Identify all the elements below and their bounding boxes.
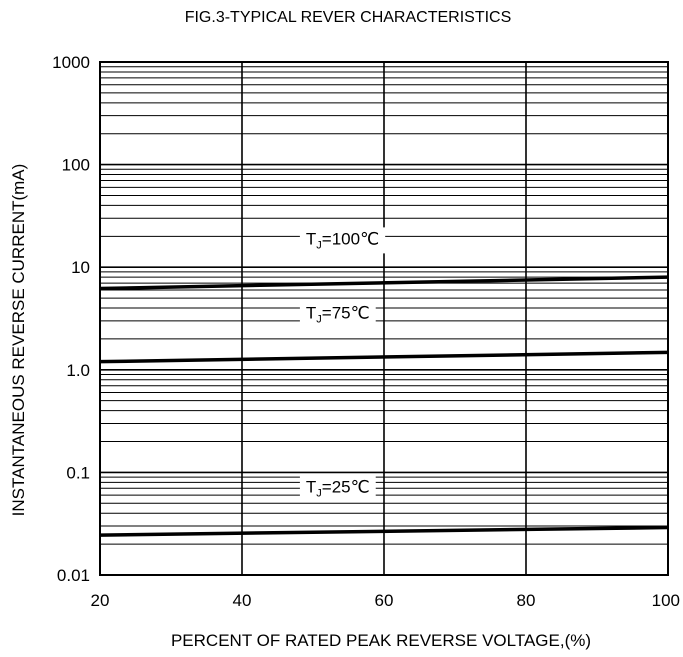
y-axis-label: INSTANTANEOUS REVERSE CURRENT(mA) xyxy=(9,164,28,517)
grid xyxy=(99,61,669,576)
series-label-bg-0 xyxy=(299,227,386,254)
x-axis-label: PERCENT OF RATED PEAK REVERSE VOLTAGE,(%… xyxy=(171,631,591,650)
y-tick-labels: 0.01 0.1 1.0 10 100 1000 xyxy=(52,53,90,585)
plot-frame xyxy=(99,61,669,576)
series-label-0: TJ=100℃ xyxy=(306,229,379,251)
y-tick-label: 1000 xyxy=(52,53,90,72)
series-label-1: TJ=75℃ xyxy=(306,303,370,325)
chart-title: FIG.3-TYPICAL REVER CHARACTERISTICS xyxy=(185,9,512,26)
series-line-0 xyxy=(99,275,669,291)
x-tick-label: 60 xyxy=(375,591,394,610)
y-tick-label: 1.0 xyxy=(66,361,90,380)
y-tick-label: 10 xyxy=(71,258,90,277)
y-tick-label: 100 xyxy=(62,156,90,175)
series-label-bg-2 xyxy=(299,475,376,502)
x-tick-label: 20 xyxy=(91,591,110,610)
x-tick-label: 80 xyxy=(517,591,536,610)
x-tick-label: 40 xyxy=(233,591,252,610)
y-tick-label: 0.01 xyxy=(57,566,90,585)
series-labels: TJ=100℃ TJ=75℃ TJ=25℃ xyxy=(299,227,386,502)
series-group xyxy=(99,275,669,537)
series-line-2 xyxy=(99,525,669,537)
x-tick-label: 100 xyxy=(652,591,680,610)
y-tick-label: 0.1 xyxy=(66,463,90,482)
series-label-2: TJ=25℃ xyxy=(306,477,370,499)
x-tick-labels: 20 40 60 80 100 xyxy=(91,591,680,610)
series-line-1 xyxy=(99,350,669,364)
series-label-bg-1 xyxy=(299,301,376,328)
